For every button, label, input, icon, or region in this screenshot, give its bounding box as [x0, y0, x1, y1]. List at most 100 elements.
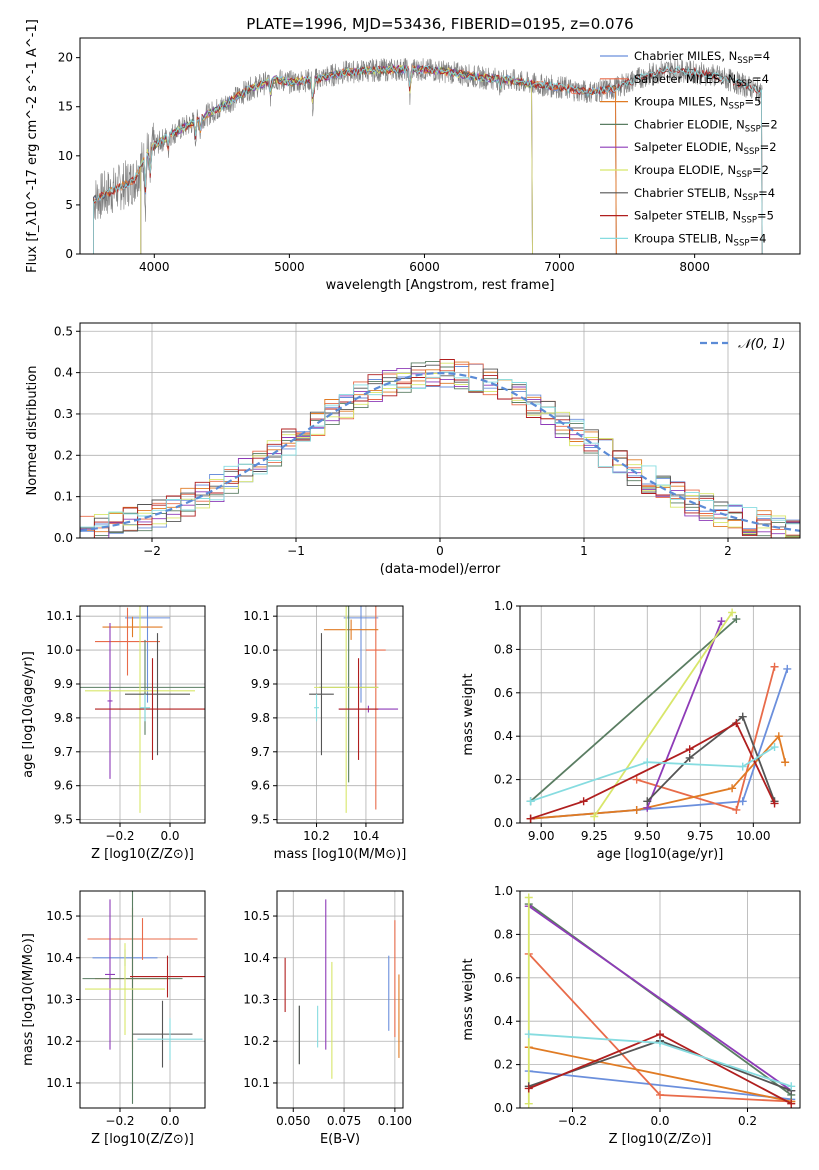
y-tick-label: 10.1 [243, 609, 270, 623]
weight-marker [732, 805, 741, 814]
axes-frame [79, 37, 801, 255]
plot-area-age_vs_mass [277, 606, 403, 823]
weight-line [528, 903, 792, 1096]
axes-frame [519, 605, 801, 824]
y-tick-label: 10.2 [243, 1034, 270, 1048]
plot-area-mass_weight_vs_age [520, 606, 800, 823]
legend-label: Salpeter MILES, NSSP=4 [634, 72, 769, 89]
spectrum-model-line [140, 65, 533, 254]
weight-marker [524, 1030, 533, 1039]
weight-marker [738, 762, 747, 771]
y-tick-label: 0.0 [494, 816, 513, 830]
spectrum-model-line [93, 64, 617, 254]
y-tick-label: 10.1 [243, 1076, 270, 1090]
y-tick-label: 0.1 [54, 490, 73, 504]
x-axis-label: wavelength [Angstrom, rest frame] [326, 278, 555, 293]
x-tick-label: 6000 [409, 260, 440, 274]
spectrum-model-line [93, 64, 617, 254]
y-tick-label: 0.2 [494, 773, 513, 787]
y-tick-label: 0.6 [494, 686, 513, 700]
x-tick-label: 0.100 [378, 1114, 412, 1128]
weight-marker [774, 732, 783, 741]
weight-marker [656, 1090, 664, 1099]
y-axis-label: mass [log10(M/M⊙)] [21, 933, 36, 1066]
y-axis-label: mass weight [461, 673, 476, 755]
legend-label: Chabrier STELIB, NSSP=4 [634, 186, 775, 203]
y-tick-label: 10.3 [243, 993, 270, 1007]
weight-marker [526, 814, 535, 823]
weight-marker [732, 615, 741, 624]
weight-marker [526, 797, 535, 806]
plot-area-mass_weight_vs_Z [520, 891, 800, 1108]
legend: Chabrier MILES, NSSP=4 Salpeter MILES, NS… [600, 49, 778, 248]
weight-marker [738, 712, 747, 721]
weight-marker [728, 608, 737, 617]
x-tick-label: −2 [143, 544, 161, 558]
weight-line [646, 715, 776, 802]
weight-marker [787, 1082, 796, 1091]
y-tick-label: 10.3 [46, 993, 73, 1007]
x-axis-label: E(B-V) [320, 1132, 360, 1147]
weight-marker [685, 745, 694, 754]
normal-curve-line [80, 371, 800, 532]
plot-area-residual_histogram [80, 323, 800, 538]
x-tick-label: 0.075 [327, 1114, 361, 1128]
weight-line [528, 1046, 792, 1103]
legend-label: Salpeter ELODIE, NSSP=2 [634, 140, 777, 157]
weight-line [646, 620, 723, 809]
weight-marker [632, 775, 641, 784]
weight-marker [717, 617, 726, 626]
spectrum-model-line [140, 65, 533, 254]
weight-marker [643, 758, 652, 767]
panel-age_vs_mass: 10.2 10.4 9.5 9.6 9.7 9.8 9.9 10.0 10.1 mass [log… [243, 605, 407, 862]
x-tick-label: 0.0 [160, 1114, 179, 1128]
y-tick-label: 9.6 [251, 779, 270, 793]
y-tick-label: 10.0 [243, 643, 270, 657]
x-tick-label: 9.00 [528, 829, 555, 843]
x-tick-label: −0.2 [558, 1114, 587, 1128]
plot-area-age_vs_Z [80, 606, 205, 823]
legend-label: Kroupa STELIB, NSSP=4 [634, 231, 766, 248]
panel-age_vs_Z: −0.2 0.0 9.5 9.6 9.7 9.8 9.9 10.0 10.1 Z [log10(Z… [21, 605, 206, 862]
x-axis-label: Z [log10(Z/Z⊙)] [609, 1132, 712, 1147]
weight-marker [632, 805, 641, 814]
y-tick-label: 10.1 [46, 609, 73, 623]
x-tick-label: 9.75 [687, 829, 714, 843]
axes-frame [79, 605, 206, 824]
x-tick-label: 4000 [139, 260, 170, 274]
y-tick-label: 9.7 [54, 745, 73, 759]
y-tick-label: 10.4 [46, 951, 73, 965]
weight-line [530, 746, 775, 803]
y-tick-label: 10 [58, 149, 73, 163]
legend-label: Chabrier MILES, NSSP=4 [634, 49, 770, 66]
x-axis-label: mass [log10(M/M⊙)] [274, 847, 407, 862]
y-tick-label: 10.4 [243, 951, 270, 965]
y-tick-label: 20 [58, 51, 73, 65]
weight-marker [656, 1030, 664, 1039]
weight-marker [524, 893, 533, 902]
x-tick-label: 9.25 [581, 829, 608, 843]
spectrum-model-line [93, 64, 617, 254]
y-tick-label: 9.9 [54, 677, 73, 691]
y-tick-label: 5 [65, 198, 73, 212]
panel-spectrum: 4000 5000 6000 7000 8000 0 5 10 15 20 wavelength [… [25, 19, 801, 293]
y-tick-label: 0.5 [54, 324, 73, 338]
x-tick-label: 10.2 [303, 829, 330, 843]
x-tick-label: 0.0 [650, 1114, 669, 1128]
figure-title: PLATE=1996, MJD=53436, FIBERID=0195, z=0… [246, 15, 633, 33]
x-tick-label: 5000 [274, 260, 305, 274]
x-axis-label: Z [log10(Z/Z⊙)] [91, 847, 194, 862]
weight-marker [590, 812, 599, 821]
y-tick-label: 0 [65, 247, 73, 261]
weight-marker [738, 797, 747, 806]
x-tick-label: −0.2 [105, 1114, 134, 1128]
y-tick-label: 9.7 [251, 745, 270, 759]
x-tick-label: 9.50 [634, 829, 661, 843]
legend-label: 𝒩(0, 1) [738, 337, 785, 352]
x-axis-label: Z [log10(Z/Z⊙)] [91, 1132, 194, 1147]
y-tick-label: 0.4 [54, 366, 73, 380]
y-tick-label: 0.6 [494, 971, 513, 985]
plot-area-spectrum [93, 58, 763, 254]
weight-marker [656, 1038, 664, 1047]
